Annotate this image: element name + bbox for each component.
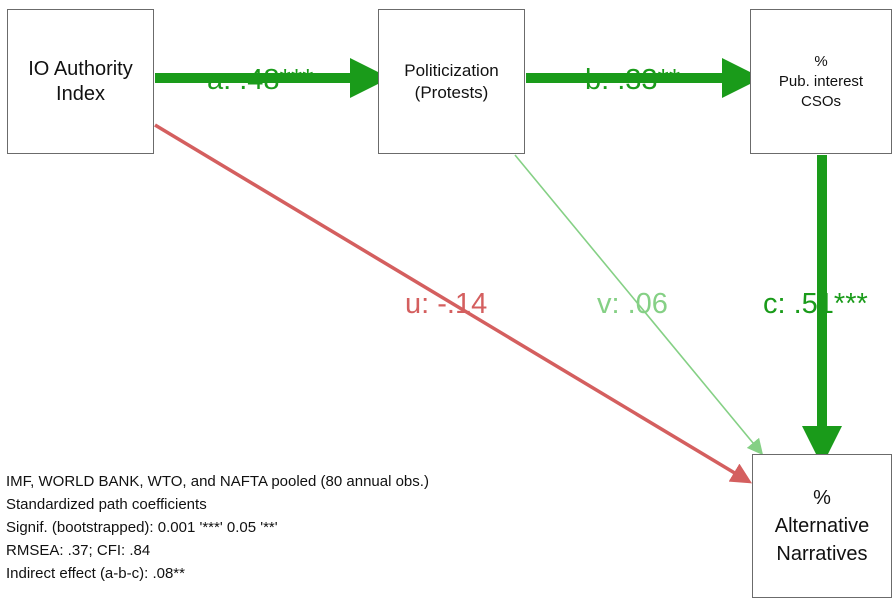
note-coefficients: Standardized path coefficients xyxy=(6,496,207,513)
note-sample: IMF, WORLD BANK, WTO, and NAFTA pooled (… xyxy=(6,473,429,490)
node-io-authority-index-label: IO Authority Index xyxy=(28,57,133,105)
node-pub-interest-csos-label: % Pub. interest CSOs xyxy=(778,52,864,110)
model-notes: IMF, WORLD BANK, WTO, and NAFTA pooled (… xyxy=(6,470,429,585)
path-b-label: b: .33** xyxy=(585,64,681,96)
node-io-authority-index: IO Authority Index xyxy=(7,9,154,154)
node-politicization: Politicization (Protests) xyxy=(378,9,525,154)
path-v-arrow xyxy=(514,154,764,456)
node-politicization-label: Politicization (Protests) xyxy=(404,60,499,102)
node-pub-interest-csos: % Pub. interest CSOs xyxy=(750,9,892,154)
path-c-label: c: .51*** xyxy=(763,288,868,320)
path-u-label: u: -.14 xyxy=(405,288,488,320)
path-a-label: a: .48*** xyxy=(207,64,314,96)
note-indirect-effect: Indirect effect (a-b-c): .08** xyxy=(6,565,185,582)
node-alternative-narratives-label: % Alternative Narratives xyxy=(774,487,870,565)
note-significance: Signif. (bootstrapped): 0.001 '***' 0.05… xyxy=(6,519,278,536)
node-alternative-narratives: % Alternative Narratives xyxy=(752,454,892,598)
path-u-arrow xyxy=(154,123,753,484)
path-v-label: v: .06 xyxy=(597,288,668,320)
note-fit: RMSEA: .37; CFI: .84 xyxy=(6,542,151,559)
